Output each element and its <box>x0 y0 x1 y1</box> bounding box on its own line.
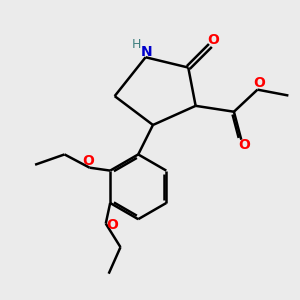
Text: O: O <box>106 218 118 232</box>
Text: O: O <box>238 138 250 152</box>
Text: O: O <box>82 154 94 168</box>
Text: N: N <box>140 45 152 59</box>
Text: O: O <box>253 76 265 90</box>
Text: O: O <box>207 33 219 47</box>
Text: H: H <box>131 38 141 50</box>
